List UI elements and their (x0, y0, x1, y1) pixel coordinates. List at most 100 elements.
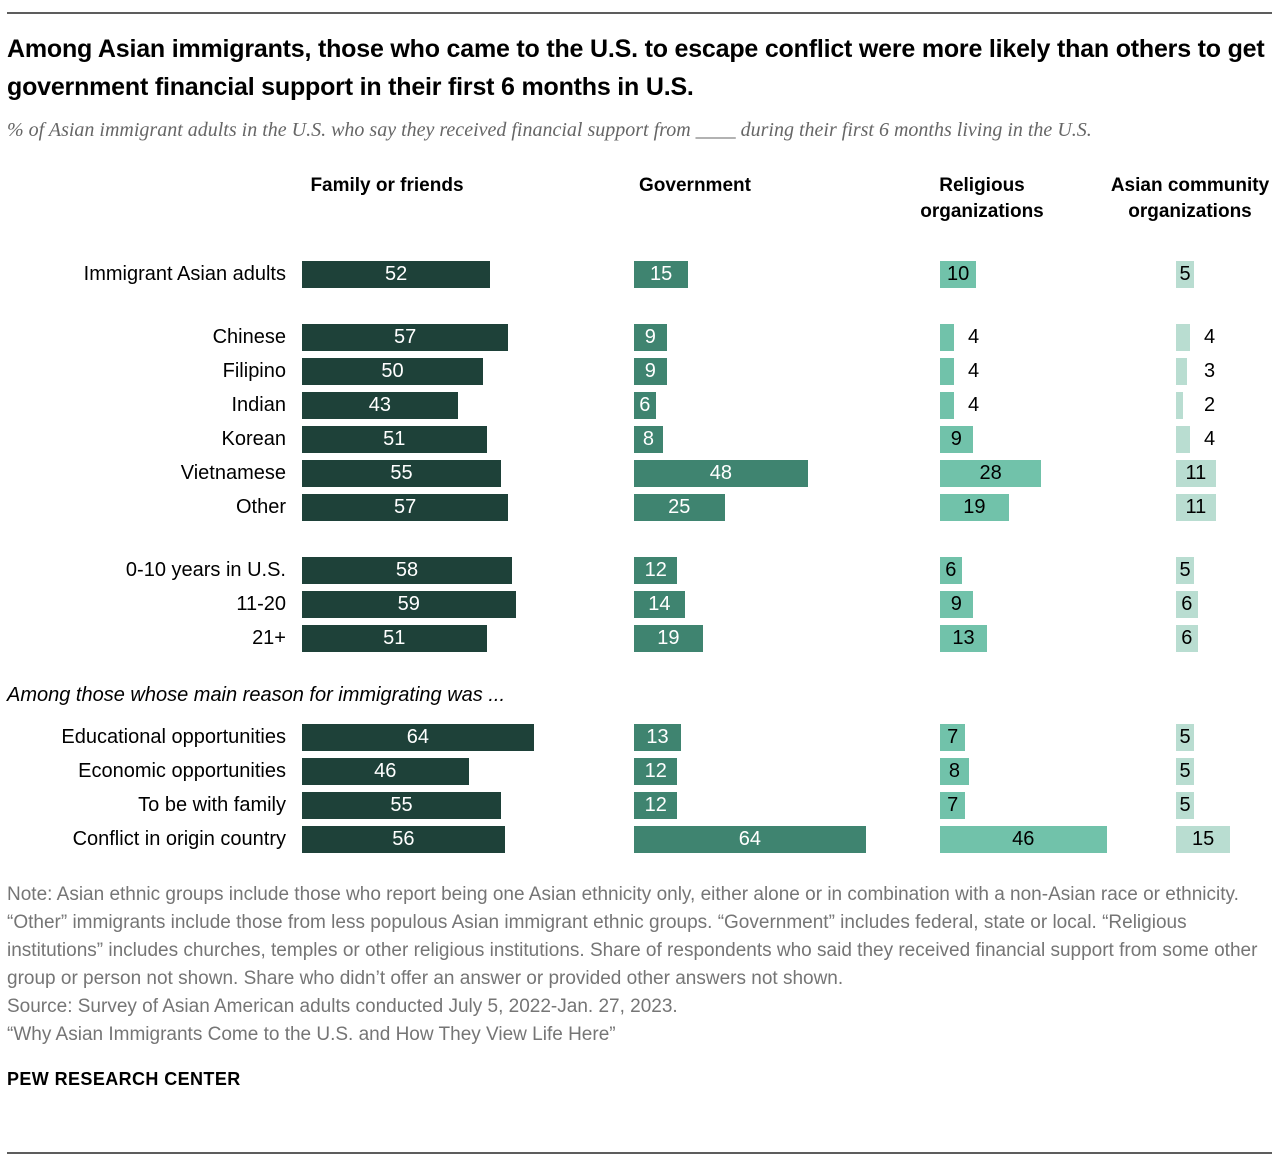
bar-value-label: 6 (945, 559, 957, 581)
bar: 6 (634, 392, 656, 419)
bottom-divider (7, 1152, 1272, 1154)
bar: 46 (940, 826, 1107, 853)
bar: 5 (1176, 261, 1195, 288)
column-headers: Family or friends Government Religious o… (0, 173, 1280, 261)
column-header-family-or-friends: Family or friends (310, 175, 464, 196)
bar-cell: 6 (1176, 591, 1280, 618)
bar: 6 (1176, 591, 1198, 618)
table-row: Economic opportunities 46 12 8 5 (0, 758, 1280, 785)
bar: 64 (634, 826, 866, 853)
bar: 46 (302, 758, 469, 785)
bar: 13 (634, 724, 682, 751)
bar: 10 (940, 261, 977, 288)
bar-value-label: 6 (639, 394, 651, 416)
bar: 9 (940, 426, 973, 453)
bar-cell: 57 (302, 494, 634, 521)
bar: 8 (634, 426, 663, 453)
bar-value-label: 19 (657, 627, 680, 649)
column-header-government: Government (639, 175, 751, 196)
bar (1176, 426, 1191, 453)
bar-value-label: 7 (947, 794, 959, 816)
bar-cell: 25 (634, 494, 940, 521)
bar-value-label: 19 (963, 496, 986, 518)
bar: 43 (302, 392, 458, 419)
bar-value-label: 46 (1012, 828, 1035, 850)
bar-value-label: 5 (1179, 726, 1191, 748)
brand-wordmark: PEW RESEARCH CENTER (7, 1069, 241, 1089)
bar: 9 (634, 358, 667, 385)
bar-cell: 64 (634, 826, 940, 853)
bar-cell: 59 (302, 591, 634, 618)
bar-value-label: 64 (738, 828, 761, 850)
bar-value-label: 4 (1204, 326, 1216, 348)
bar-value-label: 5 (1179, 794, 1191, 816)
bar-cell: 3 (1176, 358, 1280, 385)
row-label: Conflict in origin country (72, 828, 286, 850)
bar-cell: 12 (634, 758, 940, 785)
bar-value-label: 25 (668, 496, 691, 518)
bar-cell: 9 (634, 358, 940, 385)
bar-cell: 48 (634, 460, 940, 487)
bar-cell: 5 (1176, 758, 1280, 785)
bar-value-label: 12 (644, 794, 667, 816)
page-title: Among Asian immigrants, those who came t… (7, 35, 1265, 101)
bar-value-label: 11 (1185, 462, 1207, 484)
bar: 28 (940, 460, 1042, 487)
bar: 11 (1176, 460, 1216, 487)
bar: 13 (940, 625, 988, 652)
bar-value-label: 4 (968, 326, 980, 348)
bar (940, 324, 955, 351)
bar-cell: 10 (940, 261, 1176, 288)
bar-cell: 56 (302, 826, 634, 853)
bar-cell: 19 (940, 494, 1176, 521)
bar-cell: 64 (302, 724, 634, 751)
bar-cell: 4 (940, 392, 1176, 419)
bar: 9 (634, 324, 667, 351)
bar: 59 (302, 591, 516, 618)
bar-cell: 51 (302, 625, 634, 652)
bar: 56 (302, 826, 505, 853)
bar-value-label: 11 (1185, 496, 1207, 518)
bar-cell: 8 (940, 758, 1176, 785)
table-row: 21+ 51 19 13 6 (0, 625, 1280, 652)
bar-cell: 9 (634, 324, 940, 351)
section-label: Among those whose main reason for immigr… (7, 684, 505, 706)
table-row: 11-20 59 14 9 6 (0, 591, 1280, 618)
bar-value-label: 6 (1181, 593, 1193, 615)
bar-value-label: 9 (950, 593, 962, 615)
bar-value-label: 8 (642, 428, 655, 450)
bar: 12 (634, 557, 678, 584)
bar-value-label: 15 (1192, 828, 1215, 850)
table-row: Educational opportunities 64 13 7 5 (0, 724, 1280, 751)
row-label: Filipino (222, 360, 286, 382)
bar: 52 (302, 261, 491, 288)
bar-value-label: 57 (394, 496, 417, 518)
bar: 11 (1176, 494, 1216, 521)
row-label: Indian (231, 394, 287, 416)
chart-subtitle: % of Asian immigrant adults in the U.S. … (7, 119, 1092, 141)
bar: 6 (1176, 625, 1198, 652)
bar: 6 (940, 557, 962, 584)
bar-cell: 11 (1176, 494, 1280, 521)
bar-value-label: 5 (1179, 263, 1191, 285)
bar-value-label: 7 (947, 726, 959, 748)
bar-cell: 9 (940, 591, 1176, 618)
table-row: Korean 51 8 9 4 (0, 426, 1280, 453)
row-label: 0-10 years in U.S. (125, 559, 286, 581)
bar-cell: 4 (940, 358, 1176, 385)
bar-cell: 14 (634, 591, 940, 618)
table-row: Conflict in origin country 56 64 46 15 (0, 826, 1280, 853)
bar-cell: 5 (1176, 724, 1280, 751)
bar: 12 (634, 758, 678, 785)
bar-value-label: 12 (644, 559, 667, 581)
bar: 15 (1176, 826, 1231, 853)
top-divider (7, 12, 1272, 14)
chart-rows: Immigrant Asian adults 52 15 10 5 Chinese 57 9 4… (0, 261, 1280, 853)
bar-value-label: 10 (946, 263, 970, 285)
bar: 55 (302, 460, 502, 487)
table-row: Chinese 57 9 4 4 (0, 324, 1280, 351)
bar-value-label: 6 (1181, 627, 1193, 649)
bar: 25 (634, 494, 725, 521)
bar-cell: 6 (1176, 625, 1280, 652)
